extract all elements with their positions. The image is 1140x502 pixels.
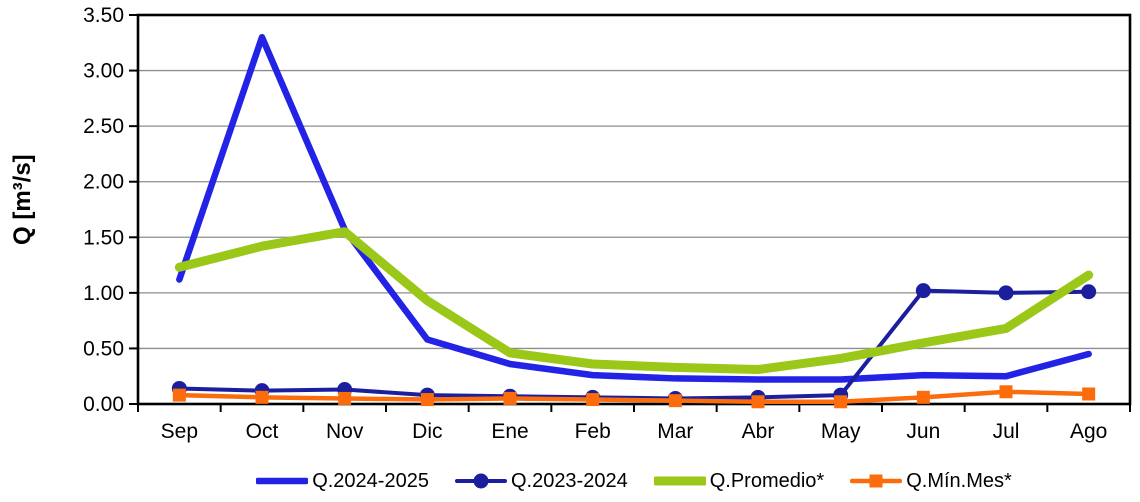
legend-label: Q.Mín.Mes* bbox=[906, 469, 1012, 492]
y-tick-label: 0.00 bbox=[83, 393, 124, 416]
x-tick-label: Feb bbox=[575, 420, 611, 443]
series-marker bbox=[1082, 387, 1096, 401]
x-tick-label: Dic bbox=[412, 420, 442, 443]
legend-label: Q.2023-2024 bbox=[510, 469, 628, 492]
series-line-2 bbox=[174, 227, 1094, 375]
series-marker bbox=[999, 385, 1013, 399]
x-tick-label: Jul bbox=[993, 420, 1020, 443]
series-marker bbox=[420, 393, 434, 407]
plot-border bbox=[136, 13, 1132, 406]
y-tick-label: 3.00 bbox=[83, 60, 124, 83]
series-marker bbox=[503, 391, 517, 405]
y-axis-title: Q [m³/s] bbox=[9, 154, 36, 246]
legend-sample bbox=[653, 476, 706, 486]
legend-sample-marker bbox=[473, 473, 489, 489]
legend-item-1: Q.2023-2024 bbox=[454, 469, 628, 493]
series-marker bbox=[668, 394, 682, 408]
legend-item-2: Q.Promedio* bbox=[653, 469, 825, 493]
series-marker bbox=[915, 283, 931, 299]
x-tick-label: Jun bbox=[906, 420, 940, 443]
y-tick-label: 1.50 bbox=[83, 226, 124, 249]
x-tick-label: Nov bbox=[326, 420, 364, 443]
x-tick-label: Sep bbox=[161, 420, 198, 443]
x-tick-label: Oct bbox=[246, 420, 279, 443]
legend-label: Q.2024-2025 bbox=[312, 469, 429, 492]
legend-item-0: Q.2024-2025 bbox=[256, 470, 429, 493]
series-line-0 bbox=[176, 33, 1092, 383]
series-marker bbox=[751, 395, 765, 409]
legend: Q.2024-2025 Q.2023-2024 Q.Promedio* Q.Mín.M… bbox=[138, 464, 1130, 498]
series-marker bbox=[338, 391, 352, 405]
legend-sample-marker bbox=[869, 474, 883, 488]
series-marker bbox=[255, 390, 269, 404]
line-chart: 0.00 0.50 1.00 1.50 2.00 2.50 3.00 3.50 Sep Oct No… bbox=[83, 4, 1132, 443]
legend-sample bbox=[850, 474, 903, 488]
series-line-1 bbox=[177, 288, 1091, 401]
series-marker bbox=[916, 390, 930, 404]
x-tick-label: Ago bbox=[1070, 420, 1107, 443]
series-marker bbox=[1081, 284, 1097, 300]
x-tick-label: Ene bbox=[491, 420, 528, 443]
legend-label: Q.Promedio* bbox=[709, 469, 825, 492]
x-tick-label: Mar bbox=[657, 420, 693, 443]
series-marker bbox=[834, 395, 848, 409]
y-tick-label: 0.50 bbox=[83, 337, 124, 360]
series-marker bbox=[998, 285, 1014, 301]
legend-sample bbox=[256, 477, 309, 485]
legend-sample bbox=[454, 473, 507, 489]
y-tick-label: 2.00 bbox=[83, 171, 124, 194]
y-tick-label: 1.00 bbox=[83, 282, 124, 305]
legend-item-3: Q.Mín.Mes* bbox=[850, 470, 1012, 493]
x-tick-label: Abr bbox=[742, 420, 775, 443]
series-marker bbox=[586, 393, 600, 407]
y-tick-label: 3.50 bbox=[83, 4, 124, 27]
x-tick-label: May bbox=[821, 420, 861, 443]
y-tick-label: 2.50 bbox=[83, 115, 124, 138]
series-marker bbox=[172, 388, 186, 402]
series-line-3 bbox=[177, 389, 1091, 405]
